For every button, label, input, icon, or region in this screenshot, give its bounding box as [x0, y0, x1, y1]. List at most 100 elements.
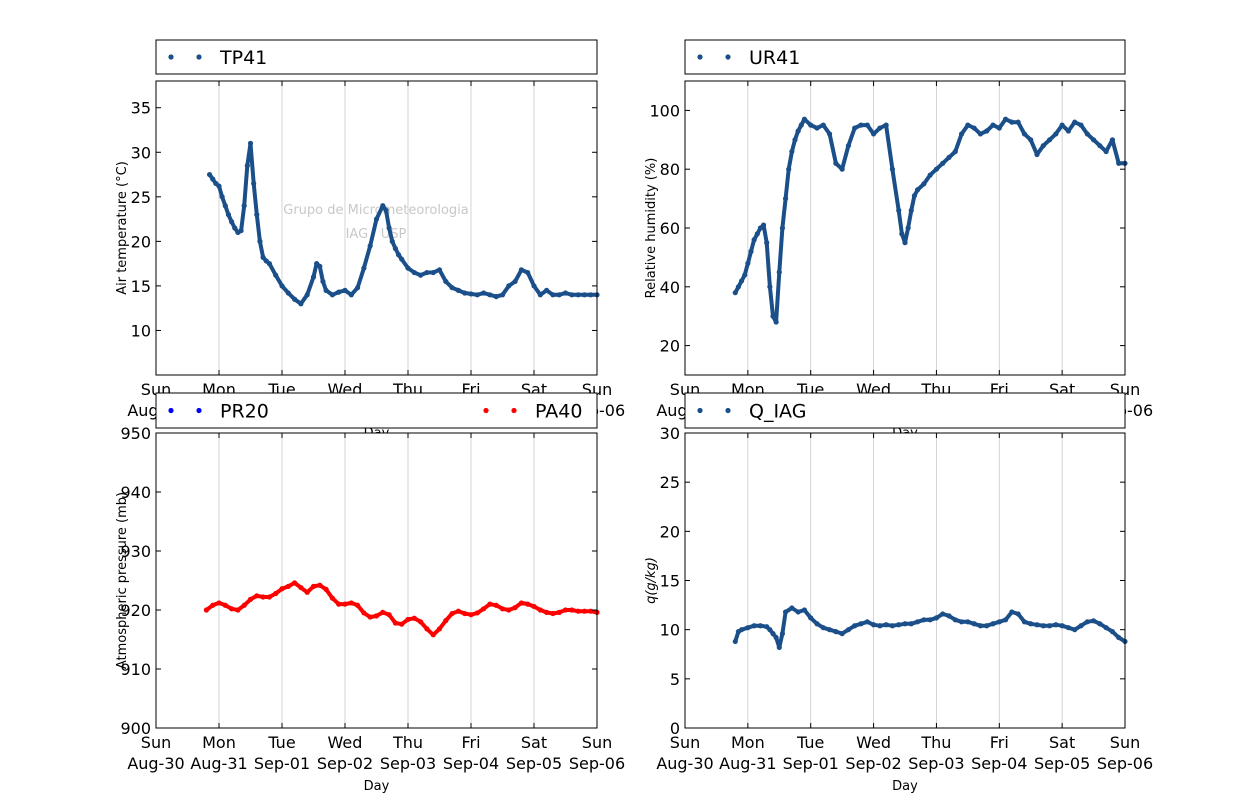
- chart-panel-2: 20406080100SunAug-30MonAug-31TueSep-01We…: [644, 80, 1153, 441]
- x-axis-label: Day: [364, 779, 390, 794]
- y-tick-label: 900: [120, 719, 151, 738]
- legend-marker: [697, 407, 703, 414]
- y-tick-label: 10: [660, 621, 680, 640]
- x-tick-date: Aug-31: [719, 754, 776, 773]
- y-tick-label: 20: [131, 232, 151, 251]
- series-line: [207, 141, 599, 306]
- x-tick-day: Wed: [856, 733, 891, 752]
- y-tick-label: 5: [670, 670, 680, 689]
- plot-frame: [155, 80, 598, 376]
- y-tick-label: 920: [120, 601, 151, 620]
- x-tick-date: Sep-02: [845, 754, 901, 773]
- y-tick-label: 20: [660, 522, 680, 541]
- legend-marker: [697, 54, 703, 60]
- x-tick-day: Tue: [796, 733, 824, 752]
- legend-label: PA40: [535, 401, 582, 423]
- watermark-line-1: Grupo de Micrometeorologia: [283, 203, 469, 218]
- x-tick-day: Thu: [392, 733, 423, 752]
- plot-area: [156, 81, 597, 375]
- series-line: [733, 117, 1127, 325]
- x-tick-date: Sep-01: [783, 754, 839, 773]
- x-tick-date: Sep-05: [506, 754, 562, 773]
- x-tick-day: Mon: [731, 733, 765, 752]
- y-tick-label: 15: [660, 572, 680, 591]
- y-tick-label: 80: [660, 160, 680, 179]
- chart-panel-4: 0 5 10 15 20 25 30 Sun Aug-30 Mon Aug-31 Tue Sep-01 W…: [644, 424, 1153, 794]
- x-tick-date: Aug-30: [656, 754, 713, 773]
- y-tick-label: 15: [131, 277, 151, 296]
- y-axis-label: Air temperature (°C): [115, 161, 130, 295]
- y-tick-label: 30: [131, 143, 151, 162]
- legend-label: PR20: [220, 401, 269, 423]
- x-tick-day: Sat: [521, 733, 547, 752]
- x-tick-date: Sep-03: [380, 754, 436, 773]
- x-tick-date: Sep-05: [1034, 754, 1090, 773]
- x-tick-day: Tue: [267, 733, 295, 752]
- x-tick-day: Wed: [328, 733, 363, 752]
- x-tick-day: Thu: [920, 733, 951, 752]
- plot-area: [685, 81, 1125, 375]
- y-tick-label: 40: [660, 278, 680, 297]
- legend-marker: [483, 407, 489, 414]
- x-tick-day: Sun: [1110, 733, 1140, 752]
- x-tick-date: Sep-06: [1097, 754, 1153, 773]
- x-tick-date: Sep-01: [254, 754, 310, 773]
- y-tick-label: 910: [120, 660, 151, 679]
- y-tick-label: 30: [660, 424, 680, 443]
- x-tick-day: Mon: [202, 733, 236, 752]
- x-tick-day: Sat: [1049, 733, 1075, 752]
- legend-marker: [511, 407, 517, 414]
- legend-box: [684, 392, 1126, 429]
- legend-box: [684, 39, 1126, 75]
- y-axis-label: Atmospheric pressure (mb): [115, 492, 130, 669]
- y-tick-label: 930: [120, 542, 151, 561]
- x-tick-date: Aug-30: [127, 754, 184, 773]
- x-tick-date: Sep-06: [569, 754, 625, 773]
- legend-1: TP41: [155, 39, 598, 75]
- legend-label: TP41: [219, 47, 267, 69]
- y-tick-label: 25: [660, 473, 680, 492]
- series-Q_IAG: [732, 605, 1128, 650]
- legend-label: Q_IAG: [749, 401, 806, 423]
- legend-3: PR20 PA40: [155, 392, 598, 429]
- x-tick-day: Sun: [582, 733, 612, 752]
- legend-marker: [725, 54, 731, 60]
- y-tick-label: 25: [131, 188, 151, 207]
- series-PA40: [203, 580, 600, 638]
- y-axis-label: Relative humidity (%): [644, 158, 659, 299]
- y-tick-label: 950: [120, 424, 151, 443]
- series-line: [733, 606, 1127, 650]
- legend-label: UR41: [749, 47, 800, 69]
- series-UR41: [732, 116, 1128, 325]
- y-tick-label: 20: [660, 337, 680, 356]
- x-tick-date: Aug-31: [190, 754, 247, 773]
- legend-box: [155, 392, 598, 429]
- legend-2: UR41: [684, 39, 1126, 75]
- y-tick-label: 100: [649, 101, 680, 120]
- x-tick-date: Sep-02: [317, 754, 373, 773]
- y-tick-label: 10: [131, 321, 151, 340]
- x-tick-date: Sep-03: [908, 754, 964, 773]
- x-tick-day: Fri: [461, 733, 480, 752]
- x-axis-label: Day: [892, 779, 918, 794]
- legend-marker: [196, 54, 202, 60]
- plot-frame: [155, 432, 598, 729]
- series-line: [204, 580, 599, 637]
- x-tick-date: Sep-04: [443, 754, 499, 773]
- legend-marker: [168, 54, 174, 60]
- x-tick-day: Sun: [670, 733, 700, 752]
- legend-marker: [168, 407, 174, 414]
- x-tick-day: Fri: [990, 733, 1009, 752]
- legend-box: [155, 39, 598, 75]
- legend-4: Q_IAG: [684, 392, 1126, 429]
- y-tick-label: 60: [660, 219, 680, 238]
- y-tick-label: 940: [120, 483, 151, 502]
- x-tick-date: Sep-04: [971, 754, 1027, 773]
- y-axis-label: q(g/kg): [644, 557, 659, 604]
- plot-area: [156, 433, 597, 728]
- legend-marker: [725, 407, 731, 414]
- series-TP41: [206, 140, 600, 307]
- x-tick-day: Sun: [141, 733, 171, 752]
